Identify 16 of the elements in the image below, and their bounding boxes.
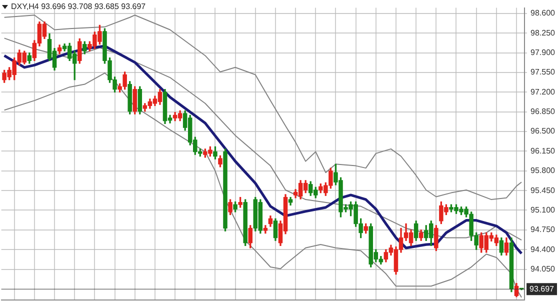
y-tick-label: 96.150 [530, 146, 556, 156]
y-tick-label: 97.900 [530, 48, 556, 57]
y-tick-label: 96.850 [530, 107, 556, 116]
y-tick-label: 97.550 [530, 68, 556, 77]
y-tick-label: 94.750 [530, 225, 556, 234]
y-tick-label: 97.200 [530, 87, 556, 96]
y-tick-label: 98.250 [530, 28, 556, 38]
y-tick-label: 95.800 [530, 166, 556, 176]
ref-line-label: 93.697 [530, 284, 555, 294]
y-tick-label: 98.600 [530, 8, 556, 18]
y-tick-label: 94.400 [530, 244, 556, 254]
y-tick-label: 95.100 [530, 205, 556, 214]
chart-title: DXY,H4 93.696 93.708 93.685 93.697 [11, 2, 146, 11]
y-tick-label: 96.500 [530, 126, 556, 136]
y-tick-label: 94.050 [530, 264, 556, 274]
y-tick-label: 95.450 [530, 186, 556, 195]
